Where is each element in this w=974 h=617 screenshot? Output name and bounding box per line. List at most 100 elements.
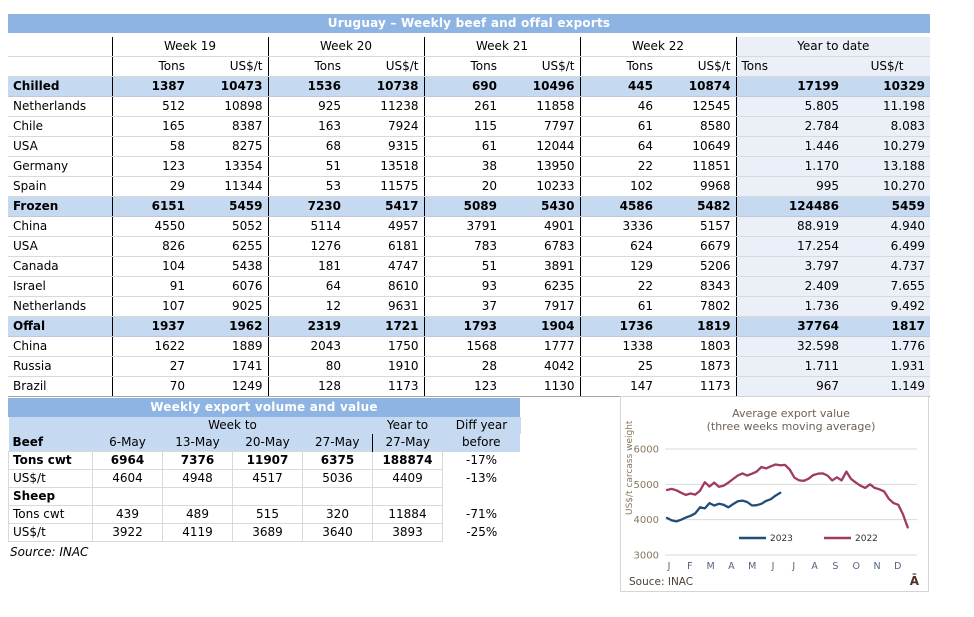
ytd-value-cell: 1.149 [844,376,931,397]
series-2023 [665,491,782,523]
ytd-value-cell: 4.940 [844,216,931,237]
value-cell: 13518 [346,156,424,177]
value-cell: 925 [267,96,346,117]
value-cell: 6375 [302,451,373,470]
value-cell: 3791 [423,216,502,237]
value-cell: 2043 [267,336,346,357]
value-cell: 4409 [372,469,443,488]
export-value-chart: Average export value (three weeks moving … [620,396,929,592]
value-cell: 3891 [502,256,580,277]
x-tick-label: M [706,561,714,572]
value-cell: 1962 [190,316,268,337]
x-tick-label: S [832,561,838,572]
value-cell: 181 [267,256,346,277]
value-cell: 8275 [190,136,268,157]
country-row: China 1622 1889 2043 1750 1568 1777 1338 1803 32.… [8,336,931,357]
ytd-value-cell: 1.776 [844,336,931,357]
value-cell: 1803 [658,336,736,357]
value-cell: 10898 [190,96,268,117]
ytd-value-cell: 88.919 [735,216,844,237]
row-label: Netherlands [8,96,112,117]
x-tick-label: J [771,561,775,572]
value-cell: 3689 [232,523,303,542]
date-header: 6-May [92,434,163,452]
value-cell: 5052 [190,216,268,237]
country-row: China 4550 5052 5114 4957 3791 4901 3336 5157 88.… [8,216,931,237]
ytd-value-cell: 37764 [735,316,844,337]
value-cell: 1736 [579,316,658,337]
value-cell [232,487,303,506]
value-cell: 6151 [111,196,190,217]
row-label: Spain [8,176,112,197]
value-cell: 11884 [372,505,443,524]
tons-header: Tons [267,56,346,77]
value-cell: 4604 [92,469,163,488]
year-to-header: Year to [372,417,443,434]
ytd-value-cell: 967 [735,376,844,397]
value-cell: 1873 [658,356,736,377]
row-label: Germany [8,156,112,177]
country-row: Germany 123 13354 51 13518 38 13950 22 11851 1.17… [8,156,931,177]
usd-header: US$/t [502,56,580,77]
sheep-section-row: Sheep [8,487,521,506]
value-cell: 22 [579,276,658,297]
ytd-value-cell: 7.655 [844,276,931,297]
value-cell: 1750 [346,336,424,357]
value-cell: 10473 [190,76,268,97]
value-cell: 8343 [658,276,736,297]
weekly-table-source: Source: INAC [10,545,89,559]
diff-cell: -13% [465,471,497,485]
value-cell: 1777 [502,336,580,357]
value-cell: 1889 [190,336,268,357]
value-cell: 22 [579,156,658,177]
week-to-header: Week to [92,417,373,434]
value-cell: 11858 [502,96,580,117]
value-cell: 4517 [232,469,303,488]
value-cell: 1622 [111,336,190,357]
value-cell: 5114 [267,216,346,237]
value-cell: 6181 [346,236,424,257]
value-cell: 6235 [502,276,580,297]
x-tick-label: O [852,561,859,572]
value-cell: 6076 [190,276,268,297]
value-cell: 8387 [190,116,268,137]
country-row: Chile 165 8387 163 7924 115 7797 61 8580 2.784 8.0… [8,116,931,137]
value-cell: 123 [111,156,190,177]
value-cell: 11907 [232,451,303,470]
row-label: Tons cwt [8,505,93,524]
value-cell: 1276 [267,236,346,257]
ytd-value-cell: 13.188 [844,156,931,177]
value-cell [372,487,443,506]
export-value-chart-svg: Average export value(three weeks moving … [625,407,920,588]
ytd-value-cell: 17.254 [735,236,844,257]
row-label: Israel [8,276,112,297]
value-cell: 1937 [111,316,190,337]
value-cell: 163 [267,116,346,137]
value-cell: 64 [267,276,346,297]
value-cell: 80 [267,356,346,377]
value-cell: 10496 [502,76,580,97]
row-label: Chile [8,116,112,137]
value-cell: 28 [423,356,502,377]
ytd-value-cell: 8.083 [844,116,931,137]
value-cell: 188874 [372,451,443,470]
weekly-dates-row: Beef 6-May 13-May 20-May 27-May 27-May before [8,434,521,452]
exports-table: Week 19 Week 20 Week 21 Week 22 Year to date… [8,37,931,397]
value-cell: 5482 [658,196,736,217]
value-cell: 6255 [190,236,268,257]
ytd-value-cell: 3.797 [735,256,844,277]
x-tick-label: A [811,561,818,572]
value-cell: 29 [111,176,190,197]
ytd-value-cell: 32.598 [735,336,844,357]
value-cell: 4957 [346,216,424,237]
tons-header: Tons [423,56,502,77]
ytd-header: Year to date [735,37,931,57]
value-cell: 4747 [346,256,424,277]
row-label: US$/t [8,523,93,542]
value-cell: 12 [267,296,346,317]
value-cell: 690 [423,76,502,97]
ytd-value-cell: 1.736 [735,296,844,317]
value-cell: 489 [162,505,233,524]
value-cell: 826 [111,236,190,257]
